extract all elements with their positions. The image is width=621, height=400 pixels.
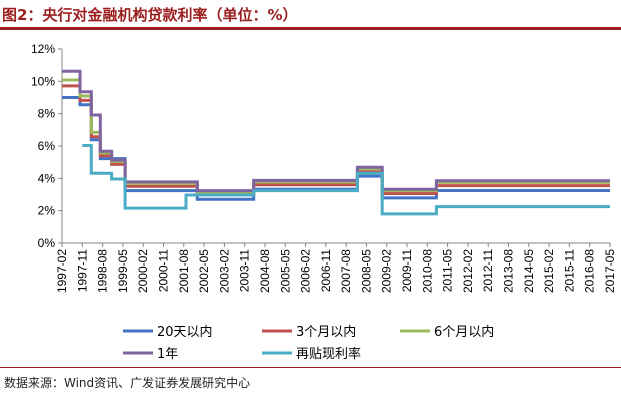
x-tick-label: 2014-05 [522, 249, 536, 293]
y-tick-label: 6% [38, 139, 56, 153]
x-tick-label: 1997-02 [55, 249, 69, 293]
x-tick-label: 2015-11 [562, 249, 576, 292]
y-tick-label: 8% [38, 107, 56, 121]
legend-label-4: 1年 [157, 347, 178, 362]
x-tick-label: 1998-08 [96, 249, 110, 293]
y-tick-label: 4% [38, 171, 56, 185]
x-tick-label: 2012-02 [461, 249, 475, 293]
x-tick-label: 1999-05 [116, 249, 130, 293]
x-tick-label: 2008-05 [359, 249, 373, 293]
x-tick-label: 1997-11 [75, 249, 89, 292]
x-tick-label: 2001-08 [177, 249, 191, 293]
y-tick-label: 12% [31, 42, 55, 56]
x-tick-label: 2015-02 [542, 249, 556, 293]
x-tick-label: 2003-11 [238, 249, 252, 292]
x-tick-label: 2006-11 [319, 249, 333, 292]
x-tick-label: 2002-05 [197, 249, 211, 293]
legend-label-3: 6个月以内 [434, 324, 494, 340]
line-chart: 0% 2% 4% 6% 8% 10% 12% 1997-02 1997-11 1998-08 199… [31, 42, 617, 362]
x-tick-label: 2005-05 [278, 249, 292, 293]
x-tick-label: 2007-08 [339, 249, 353, 293]
series-line-4 [62, 69, 610, 193]
series-line-3 [62, 78, 610, 194]
source-divider [0, 367, 621, 368]
title-bar: 图2：央行对金融机构贷款利率（单位：%） [0, 0, 621, 30]
x-tick-label: 2010-08 [420, 249, 434, 293]
legend-label-1: 20天以内 [157, 324, 213, 340]
x-tick-label: 2012-11 [481, 249, 495, 292]
y-tick-label: 2% [38, 204, 56, 218]
x-tick-label: 2004-08 [258, 249, 272, 293]
series-line-5 [82, 144, 610, 216]
y-tick-label: 0% [38, 236, 56, 250]
x-tick-label: 2006-02 [299, 249, 313, 293]
data-source: 数据来源：Wind资讯、广发证券发展研究中心 [4, 376, 251, 390]
chart-title: 图2：央行对金融机构贷款利率（单位：%） [2, 6, 298, 24]
x-tick-label: 2011-05 [441, 249, 455, 292]
x-tick-label: 2003-02 [217, 249, 231, 293]
legend-label-5: 再贴现利率 [296, 346, 361, 362]
x-tick-label: 2016-08 [583, 249, 597, 293]
x-tick-label: 2000-11 [156, 249, 170, 292]
x-tick-label: 2017-05 [603, 249, 617, 293]
x-tick-label: 2009-02 [380, 249, 394, 293]
x-tick-label: 2000-02 [136, 249, 150, 293]
y-tick-label: 10% [31, 74, 55, 88]
x-tick-label: 2009-11 [400, 249, 414, 292]
series-line-2 [62, 84, 610, 197]
legend-label-2: 3个月以内 [296, 324, 356, 340]
x-tick-label: 2013-08 [502, 249, 516, 293]
